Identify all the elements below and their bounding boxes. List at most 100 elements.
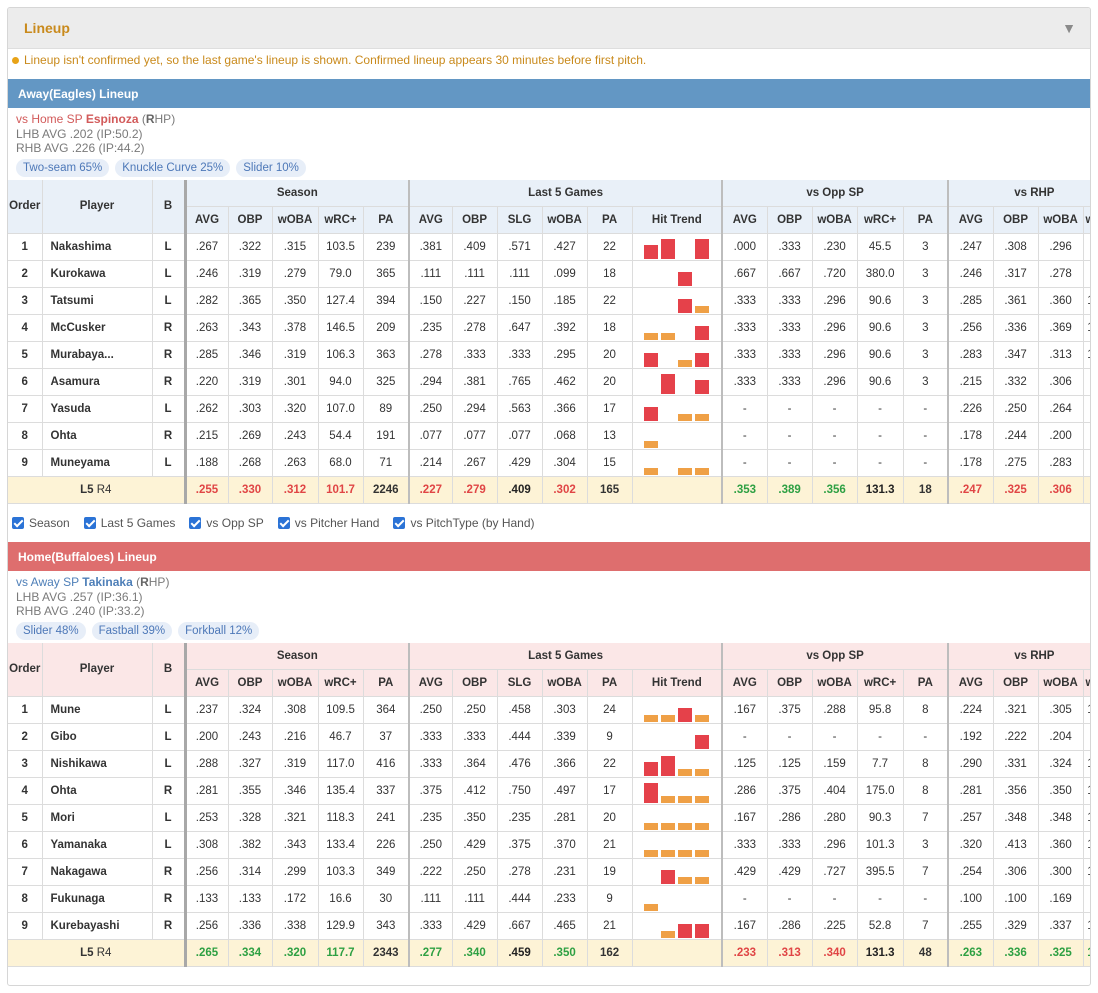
player-name[interactable]: Mori: [42, 804, 153, 832]
player-row: 6 Asamura R .220.319.301 94.0 325.294.381.765…: [8, 368, 1090, 396]
player-name[interactable]: Yamanaka: [42, 831, 153, 859]
l5-stat: .111: [452, 885, 498, 913]
l5-stat: 13: [587, 422, 633, 450]
player-name[interactable]: Mune: [42, 696, 153, 724]
opp-sp-stat: 7: [903, 804, 949, 832]
trend-bar: [695, 715, 710, 722]
filter-checkbox[interactable]: vs Opp SP: [189, 516, 264, 530]
player-name[interactable]: Fukunaga: [42, 885, 153, 913]
stat-header: AVG: [721, 206, 768, 234]
bats-hand: R: [152, 422, 186, 450]
checkbox-checked-icon[interactable]: [12, 517, 24, 529]
checkbox-checked-icon[interactable]: [393, 517, 406, 529]
player-name[interactable]: Kurokawa: [42, 260, 153, 288]
total-opp-stat: .389: [767, 476, 813, 504]
vs-rhp-stat: .256: [947, 314, 994, 342]
vs-rhp-stat: .337: [1038, 912, 1084, 940]
batting-order: 6: [8, 831, 43, 859]
player-name[interactable]: Muneyama: [42, 449, 153, 477]
sp-line: vs Away SP Takinaka (RHP): [16, 575, 170, 589]
stat-header: wRC+: [1083, 206, 1090, 234]
panel-header[interactable]: Lineup ▼: [8, 8, 1090, 49]
l5-stat: 20: [587, 341, 633, 369]
filter-checkbox[interactable]: vs Pitcher Hand: [277, 516, 379, 530]
batting-order: 9: [8, 912, 43, 940]
hit-trend-cell: [632, 395, 723, 423]
trend-bar: [678, 708, 693, 722]
player-name[interactable]: Yasuda: [42, 395, 153, 423]
season-stat: .301: [272, 368, 319, 396]
group-header: vs Opp SP: [721, 642, 949, 670]
total-row: L5 R4.255.330.312 101.7 2246.227.279.409.3…: [8, 476, 1090, 504]
opp-sp-stat: -: [721, 723, 768, 751]
l5-stat: .750: [497, 777, 543, 805]
bats-hand: R: [152, 314, 186, 342]
player-name[interactable]: Murabaya...: [42, 341, 153, 369]
stat-header: AVG: [183, 669, 229, 697]
checkbox-checked-icon[interactable]: [277, 517, 290, 529]
vs-rhp-stat: .178: [947, 422, 994, 450]
bats-hand: L: [152, 804, 186, 832]
opp-sp-stat: 95.8: [857, 696, 904, 724]
collapse-caret-icon[interactable]: ▼: [1062, 20, 1076, 36]
l5-stat: .077: [497, 422, 543, 450]
player-name[interactable]: Nakashima: [42, 233, 153, 261]
vs-rhp-stat: .100: [947, 885, 994, 913]
season-stat: .133: [183, 885, 229, 913]
total-opp-stat: 18: [903, 476, 949, 504]
vs-rhp-stat: .254: [947, 858, 994, 886]
sp-prefix: vs Away SP: [16, 575, 83, 589]
sp-name-link[interactable]: Espinoza: [85, 112, 139, 126]
trend-bar: [644, 762, 659, 776]
player-name[interactable]: Nishikawa: [42, 750, 153, 778]
player-name[interactable]: Kurebayashi: [42, 912, 153, 940]
vs-rhp-stat: 134.3: [1083, 287, 1090, 315]
player-name[interactable]: Nakagawa: [42, 858, 153, 886]
checkbox-checked-icon[interactable]: [83, 517, 96, 529]
opp-sp-stat: -: [812, 885, 858, 913]
l5-stat: .497: [542, 777, 588, 805]
filter-checkbox[interactable]: Last 5 Games: [83, 516, 175, 530]
stat-header: SLG: [497, 206, 543, 234]
hit-trend-cell: [632, 885, 723, 913]
total-label-b: R4: [96, 947, 112, 959]
player-row: 3 Tatsumi L .282.365.350 127.4 394.150.227.15…: [8, 287, 1090, 315]
opp-sp-stat: 52.8: [857, 912, 904, 940]
bats-header: B: [152, 179, 186, 234]
season-stat: .319: [272, 341, 319, 369]
stat-header: OBP: [993, 669, 1039, 697]
filter-checkbox[interactable]: vs PitchType (by Hand): [393, 516, 535, 530]
sp-name-link[interactable]: Takinaka: [82, 575, 133, 589]
trend-bar: [661, 756, 676, 776]
bats-hand: L: [152, 287, 186, 315]
l5-stat: .111: [452, 260, 498, 288]
season-stat: 79.0: [318, 260, 364, 288]
hit-trend: [633, 262, 722, 286]
player-name[interactable]: Gibo: [42, 723, 153, 751]
l5-stat: .444: [497, 723, 543, 751]
trend-bar: [678, 850, 693, 857]
group-header: Season: [183, 642, 410, 670]
group-header: Last 5 Games: [408, 179, 723, 207]
l5-stat: .427: [542, 233, 588, 261]
player-name[interactable]: Tatsumi: [42, 287, 153, 315]
filter-checkbox[interactable]: Season: [12, 516, 70, 530]
l5-stat: .231: [542, 858, 588, 886]
player-name[interactable]: McCusker: [42, 314, 153, 342]
total-opp-stat: 48: [903, 939, 949, 967]
trend-bar: [661, 823, 676, 830]
vs-rhp-stat: .215: [947, 368, 994, 396]
season-stat: 191: [363, 422, 410, 450]
checkbox-checked-icon[interactable]: [189, 517, 202, 529]
l5-stat: 17: [587, 777, 633, 805]
player-name[interactable]: Ohta: [42, 777, 153, 805]
season-stat: 226: [363, 831, 410, 859]
player-name[interactable]: Asamura: [42, 368, 153, 396]
vs-rhp-stat: .247: [947, 233, 994, 261]
total-season-stat: .320: [272, 939, 319, 967]
l5-stat: .366: [542, 750, 588, 778]
opp-sp-stat: 3: [903, 831, 949, 859]
batting-order: 4: [8, 777, 43, 805]
player-name[interactable]: Ohta: [42, 422, 153, 450]
l5-stat: .462: [542, 368, 588, 396]
